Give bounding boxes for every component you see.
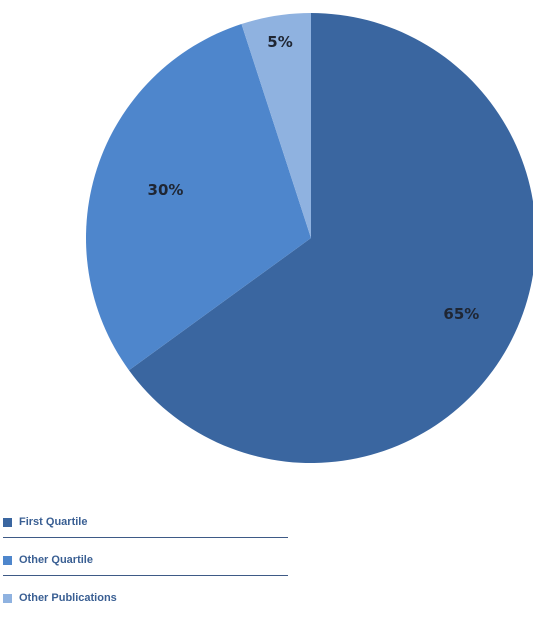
legend-item-first-quartile: First Quartile bbox=[0, 510, 300, 534]
legend-swatch bbox=[3, 593, 12, 603]
pie-slice-other-quartile bbox=[85, 24, 311, 371]
legend-swatch bbox=[3, 517, 12, 527]
pie-data-label: 5% bbox=[267, 33, 292, 51]
legend-swatch bbox=[3, 555, 12, 565]
legend-item-other-publications: Other Publications bbox=[0, 586, 300, 610]
legend-label: Other Publications bbox=[19, 592, 117, 604]
pie-data-label: 30% bbox=[148, 181, 184, 199]
pie-slice-other-publications bbox=[241, 13, 311, 238]
legend-divider bbox=[3, 575, 288, 576]
legend-divider bbox=[3, 537, 288, 538]
pie-data-label: 65% bbox=[443, 305, 479, 323]
legend-label: Other Quartile bbox=[19, 554, 93, 566]
legend: First Quartile Other Quartile Other Publ… bbox=[0, 510, 300, 610]
pie-labels: 65% 30% 5% bbox=[148, 33, 480, 323]
pie-slice-first-quartile bbox=[128, 13, 533, 463]
legend-item-other-quartile: Other Quartile bbox=[0, 548, 300, 572]
pie-slices bbox=[85, 13, 533, 463]
legend-label: First Quartile bbox=[19, 516, 88, 528]
pie-chart: 65% 30% 5% bbox=[85, 13, 533, 463]
